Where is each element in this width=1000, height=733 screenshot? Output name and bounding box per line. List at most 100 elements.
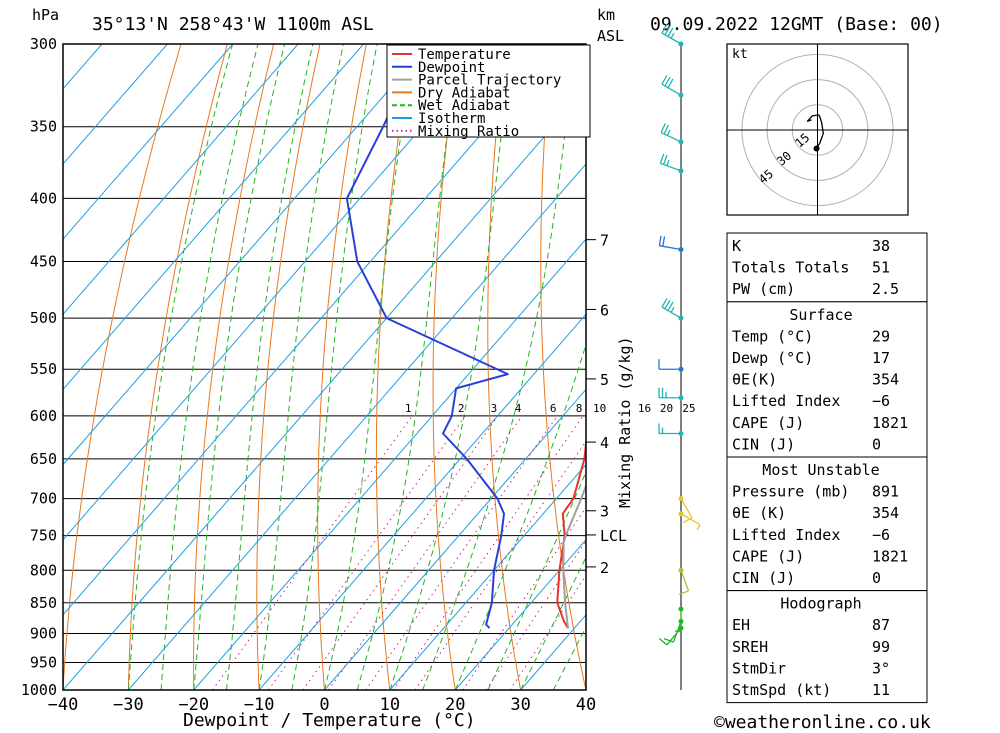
wind-barb [678,511,701,531]
pressure-tick-label: 400 [30,189,57,207]
temperature-tick-label: −10 [244,695,275,715]
temperature-tick-label: 0 [319,695,329,715]
height-tick-label: 6 [600,301,609,319]
index-tables: K 38 Totals Totals 51 PW (cm) 2.5 Surface Temp … [726,232,928,704]
index-label: StmDir [732,659,786,677]
mixing-ratio-axis-title: Mixing Ratio (g/kg) [616,336,634,508]
isotherm-line [63,44,430,466]
wind-level-dot [678,496,684,502]
wet-adiabat-line [127,44,234,690]
pressure-tick-label: 600 [30,407,57,425]
copyright-text: ©weatheronline.co.uk [714,712,931,733]
asl-axis-title: ASL [597,27,624,45]
wet-adiabat-line [487,470,586,690]
mixing-ratio-lines [212,415,586,690]
legend-label: Temperature [418,47,511,63]
index-value: 38 [872,237,890,255]
wind-level-dot [678,431,684,437]
wet-adiabats [127,44,586,690]
mixing-ratio-line [302,415,499,690]
dry-adiabat-line [487,44,522,690]
parcel-trajectory-line [562,483,586,629]
height-tick-label: 5 [600,371,609,389]
stability-indices-box [726,232,928,303]
wind-barb-flag [666,159,670,166]
index-label: K [732,237,741,255]
dry-adiabat-line [317,44,367,690]
wind-level-dot [678,139,684,145]
temperature-tick-label: 40 [576,695,596,715]
isotherm-line [63,44,299,316]
mixing-ratio-label: 8 [576,402,583,415]
wind-barb-shaft [680,498,693,519]
index-label: Dewp (°C) [732,349,813,367]
dry-adiabat-line [127,44,228,690]
dry-adiabat-line [63,44,182,690]
isotherm-line [127,163,586,690]
temperature-tick-label: −40 [48,695,79,715]
isotherms [63,44,586,690]
temperature-tick-label: 20 [445,695,465,715]
wind-barb-flag [664,25,671,36]
mixing-ratio-line [267,415,466,690]
wind-barb-flag [658,235,662,246]
isotherm-line [193,238,586,690]
wind-barb-shaft [680,513,701,526]
wind-barb-flag [670,306,675,313]
height-tick-label: LCL [600,527,627,545]
datetime-title: 09.09.2022 12GMT (Base: 00) [650,14,943,35]
pressure-axis-labels: 300 350 400 450 500 550 600 650 700 750 800 850 900 9… [21,35,57,699]
wind-level-dot [678,366,684,372]
index-value: 51 [872,259,890,277]
isotherm-line [389,463,586,690]
index-label: Temp (°C) [732,327,813,345]
surface-indices-box [726,301,928,458]
index-label: CAPE (J) [732,547,804,565]
plot-frame [62,43,587,691]
index-label: CIN (J) [732,435,795,453]
dry-adiabat-line [922,44,1000,690]
mixing-ratio-line [414,440,586,690]
mixing-ratio-labels: 1 2 3 4 6 8 10 16 20 25 [405,402,696,415]
dry-adiabat-line [432,44,460,690]
wind-barb-flag [664,299,671,310]
pressure-tick-label: 850 [30,594,57,612]
most-unstable-indices-box [726,456,928,592]
index-value: 2.5 [872,280,899,298]
wind-level-dot [678,246,684,252]
height-axis-labels: 2 3 LCL 4 5 6 7 [586,232,627,577]
index-value: 29 [872,327,890,345]
wind-level-dot [678,606,684,612]
hodograph-indices-title: Hodograph [780,595,861,613]
legend-label: Isotherm [418,111,485,127]
skewt-plot-area [63,44,1000,690]
index-value: 1821 [872,414,908,432]
height-tick-label: 2 [600,559,609,577]
sounding-series [345,44,586,629]
wet-adiabat-line [454,342,586,690]
wind-barb-shaft [680,570,690,592]
index-label: CAPE (J) [732,414,804,432]
dry-adiabat-line [375,44,414,690]
wind-barb-shaft [666,627,682,646]
mixing-ratio-label: 10 [593,402,606,415]
pressure-tick-label: 300 [30,35,57,53]
index-label: Pressure (mb) [732,483,849,501]
wind-barb [660,123,684,145]
dry-adiabat-line [969,44,1000,690]
wind-level-dot [678,315,684,321]
dry-adiabat-line [193,44,275,690]
legend-label: Parcel Trajectory [418,73,561,89]
wind-barb [658,387,684,401]
mixing-ratio-label: 20 [660,402,673,415]
wind-barb [658,625,684,646]
wind-barb-shaft [660,131,682,143]
wind-barb-flag [667,27,674,37]
index-label: θE (K) [732,504,786,522]
index-label: CIN (J) [732,569,795,587]
dry-adiabats [63,44,1000,690]
index-label: EH [732,616,750,634]
wind-barb [661,24,684,47]
isotherm-line [63,44,561,616]
wind-barb-flag [663,154,668,165]
